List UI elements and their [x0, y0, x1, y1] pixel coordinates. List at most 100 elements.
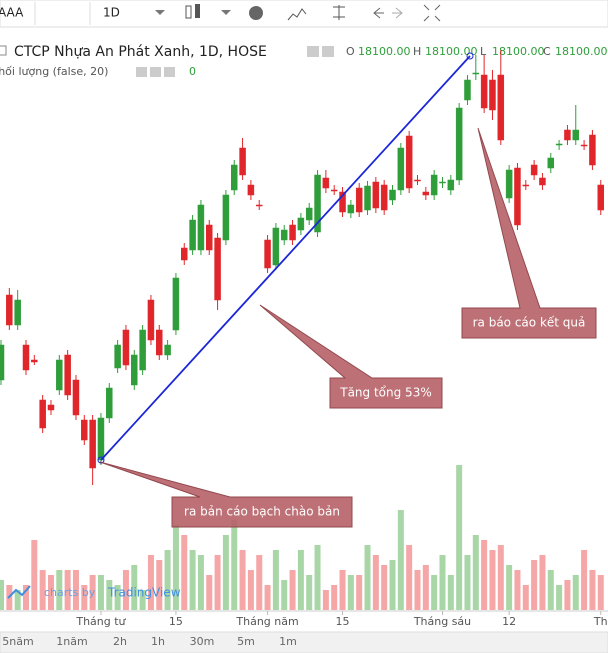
undo-icon[interactable]	[373, 7, 384, 19]
volume-bar	[356, 575, 363, 610]
candle-body	[280, 229, 288, 241]
trend-handle[interactable]	[97, 456, 105, 464]
annotation: ra bản cáo bạch chào bản	[184, 505, 340, 519]
candle-body	[339, 191, 346, 213]
volume-bar	[231, 520, 238, 610]
volume-bar	[506, 565, 513, 610]
candle-body	[247, 184, 255, 196]
trend-line[interactable]	[100, 55, 471, 461]
dropdown-icon[interactable]	[221, 10, 231, 15]
candle-body	[380, 184, 388, 211]
compare-icon[interactable]	[333, 5, 345, 20]
volume-bar	[497, 545, 504, 610]
range-button[interactable]: 5năm	[2, 635, 33, 648]
watermark-logo	[7, 585, 31, 599]
candle-body	[147, 299, 155, 341]
volume-bar	[447, 575, 454, 610]
volume-bar	[297, 550, 304, 610]
candle-body	[564, 129, 571, 141]
trend-handle[interactable]	[466, 52, 474, 60]
ohlc-value: 18100.00	[555, 45, 608, 58]
volume-buttons[interactable]	[136, 67, 175, 77]
candle-body	[189, 219, 196, 251]
range-button[interactable]: 30m	[190, 635, 215, 648]
candle-body	[489, 79, 496, 111]
volume-bar	[239, 550, 246, 610]
candle-body	[22, 344, 30, 371]
volume-bar	[247, 570, 254, 610]
candle-body	[122, 329, 130, 366]
callout[interactable]	[461, 127, 597, 339]
volume-bar	[514, 570, 521, 610]
volume-bar	[214, 555, 221, 610]
volume-bar	[364, 545, 371, 610]
volume-bar	[589, 570, 596, 610]
volume-bar	[306, 575, 313, 610]
legend-buttons[interactable]	[307, 46, 334, 57]
candle-body	[81, 419, 88, 441]
candle-body	[347, 204, 355, 214]
settings-icon[interactable]	[249, 6, 263, 20]
candle-body	[297, 217, 305, 231]
range-button[interactable]: 5m	[237, 635, 255, 648]
candle-body	[364, 185, 371, 211]
candle-body	[422, 191, 430, 196]
volume-bar	[106, 580, 113, 610]
candle-body	[114, 344, 121, 369]
interval[interactable]: 1D	[103, 6, 120, 20]
candle-body	[272, 227, 280, 266]
x-tick-label: 15	[336, 615, 350, 628]
volume-bar	[339, 570, 346, 610]
candle-body	[322, 177, 330, 189]
toolbar	[0, 0, 608, 28]
volume-bar	[64, 570, 71, 610]
volume-label: Khối lượng (false, 20)	[0, 65, 108, 78]
candle-body	[314, 174, 321, 233]
range-button[interactable]: 1năm	[56, 635, 87, 648]
candle-body	[255, 204, 263, 207]
candle-body	[430, 174, 438, 196]
volume-bar	[72, 570, 79, 610]
callout[interactable]	[99, 461, 353, 528]
x-tick-label: 12	[502, 615, 516, 628]
candle-body	[455, 107, 463, 181]
candle-body	[131, 354, 138, 386]
redo-icon[interactable]	[392, 7, 403, 19]
callout[interactable]	[259, 304, 443, 409]
footer	[0, 631, 608, 653]
candle-body	[414, 179, 421, 182]
candle-body	[39, 399, 46, 429]
volume-bar	[581, 550, 588, 610]
volume-bar	[147, 555, 154, 610]
fullscreen-icon[interactable]	[423, 4, 441, 22]
candle-body	[106, 387, 113, 419]
volume-bar	[264, 585, 271, 610]
watermark-brand[interactable]: TradingView	[107, 586, 181, 600]
volume-bar	[539, 555, 546, 610]
volume-bar	[289, 570, 296, 610]
candle-body	[0, 344, 5, 381]
range-button[interactable]: 2h	[113, 635, 127, 648]
candle-body	[472, 72, 480, 75]
candle-body	[139, 329, 146, 371]
volume-bar	[397, 510, 404, 610]
candle-body	[64, 354, 71, 396]
volume-bar	[547, 570, 554, 610]
indicator-icon[interactable]	[287, 8, 307, 21]
candle-body	[372, 181, 380, 209]
range-button[interactable]: 1m	[279, 635, 297, 648]
symbol[interactable]: AAA	[0, 6, 24, 20]
candle-body	[264, 239, 271, 269]
candle-body	[405, 135, 413, 189]
candle-body	[89, 419, 96, 469]
candle-body	[172, 277, 180, 331]
volume-bar	[381, 565, 388, 610]
volume-bar	[189, 550, 196, 610]
candle-body	[547, 157, 555, 169]
candle-icon[interactable]	[185, 4, 200, 19]
range-button[interactable]: 1h	[151, 635, 165, 648]
collapse-icon[interactable]	[0, 45, 7, 56]
volume-bar	[56, 570, 63, 610]
candle-body	[230, 164, 238, 191]
dropdown-icon[interactable]	[155, 10, 165, 15]
